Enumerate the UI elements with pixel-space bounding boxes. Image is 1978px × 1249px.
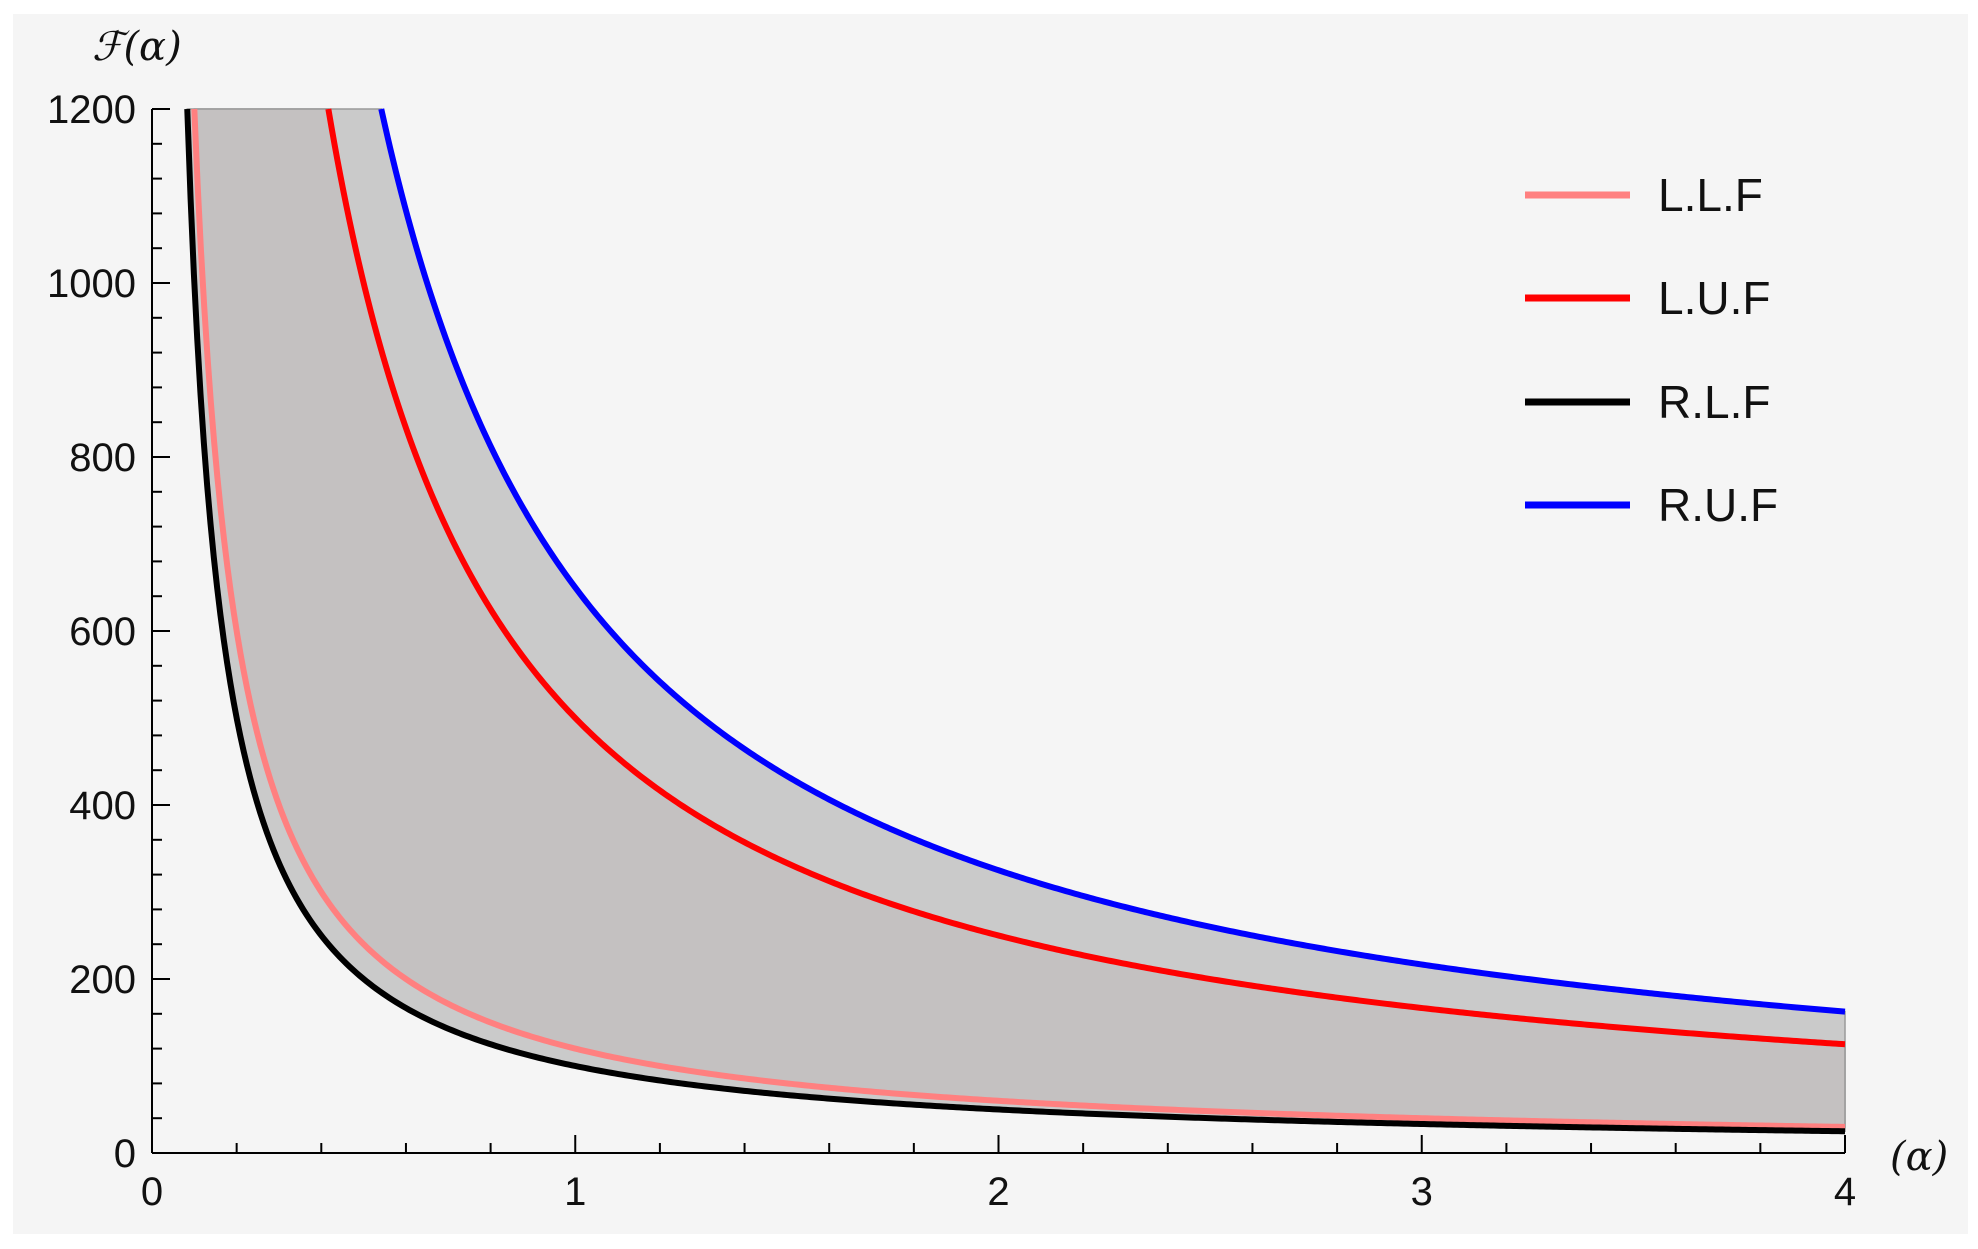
y-tick-label: 800 (69, 436, 136, 480)
legend: L.L.F L.U.F R.L.F R.U.F (1525, 169, 1778, 531)
legend-label-R.U.F: R.U.F (1658, 479, 1778, 531)
x-tick-label: 4 (1834, 1170, 1856, 1214)
y-axis-title: ℱ(α) (92, 24, 182, 70)
x-tick-label: 0 (141, 1170, 163, 1214)
y-tick-label: 600 (69, 610, 136, 654)
x-axis-title: (α) (1890, 1134, 1948, 1180)
y-tick-label: 1000 (47, 262, 136, 306)
x-tick-label: 3 (1411, 1170, 1433, 1214)
series-line-L.U.F (325, 108, 1846, 1048)
legend-label-L.U.F: L.U.F (1658, 272, 1770, 324)
y-tick-label: 400 (69, 784, 136, 828)
y-tick-label: 1200 (47, 88, 136, 132)
y-tick-label: 200 (69, 958, 136, 1002)
series-lines (184, 108, 1846, 1135)
series-line-R.U.F (378, 108, 1846, 1015)
legend-label-R.L.F: R.L.F (1658, 376, 1770, 428)
y-tick-label: 0 (114, 1132, 136, 1176)
x-tick-label: 2 (987, 1170, 1009, 1214)
tick-labels: 0 1 2 3 4 0 200 400 600 800 1000 1200 (47, 88, 1856, 1214)
series-line-R.L.F (184, 108, 1846, 1135)
tick-marks (151, 108, 1846, 1154)
x-tick-label: 1 (564, 1170, 586, 1214)
legend-label-L.L.F: L.L.F (1658, 169, 1763, 221)
series-line-L.L.F (191, 108, 1846, 1130)
